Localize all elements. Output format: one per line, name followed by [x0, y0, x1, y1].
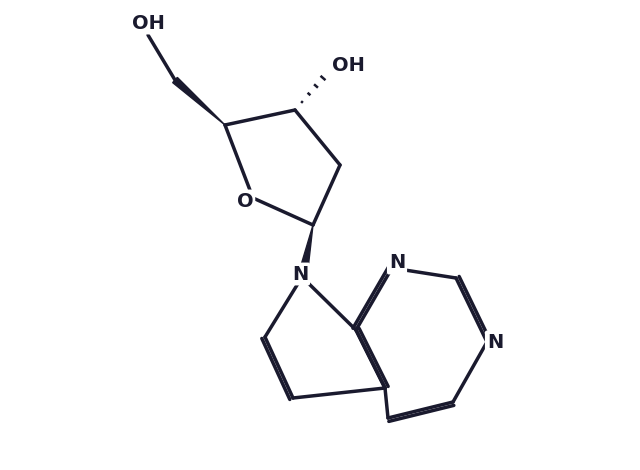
Text: OH: OH: [132, 14, 164, 32]
Polygon shape: [173, 78, 225, 125]
Text: OH: OH: [332, 55, 364, 75]
Text: N: N: [292, 265, 308, 283]
Text: N: N: [389, 253, 405, 273]
Polygon shape: [300, 225, 313, 270]
Text: N: N: [487, 332, 503, 352]
Text: O: O: [237, 191, 253, 211]
